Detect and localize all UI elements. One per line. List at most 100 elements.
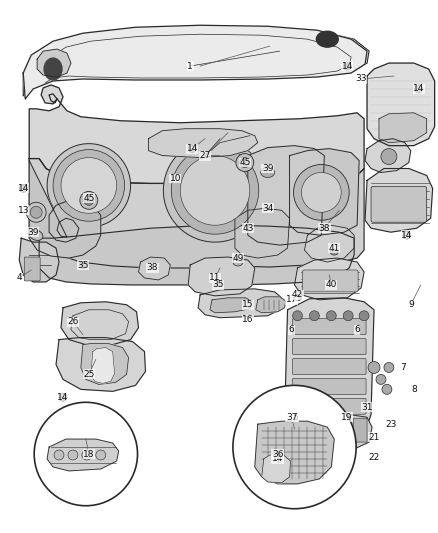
Circle shape	[376, 375, 386, 384]
Polygon shape	[210, 298, 252, 313]
Polygon shape	[91, 348, 115, 383]
Circle shape	[54, 450, 64, 460]
Ellipse shape	[330, 249, 338, 255]
FancyBboxPatch shape	[293, 359, 366, 375]
Circle shape	[59, 393, 67, 401]
Polygon shape	[23, 27, 369, 96]
Ellipse shape	[233, 258, 243, 266]
Text: 45: 45	[83, 194, 95, 203]
Text: 11: 11	[209, 273, 221, 282]
Circle shape	[381, 149, 397, 165]
Polygon shape	[23, 25, 367, 99]
Polygon shape	[285, 298, 374, 437]
Circle shape	[84, 196, 94, 205]
Ellipse shape	[316, 31, 338, 47]
Polygon shape	[290, 149, 359, 235]
Text: 14: 14	[272, 455, 283, 464]
Polygon shape	[19, 238, 59, 282]
Text: 37: 37	[286, 413, 297, 422]
Text: 49: 49	[232, 254, 244, 263]
Circle shape	[171, 147, 259, 234]
Polygon shape	[37, 49, 71, 77]
Text: 22: 22	[368, 453, 380, 462]
Text: 5: 5	[293, 413, 298, 422]
Polygon shape	[188, 257, 255, 296]
Circle shape	[293, 311, 303, 321]
Circle shape	[368, 361, 380, 374]
Text: 7: 7	[400, 363, 406, 372]
Circle shape	[274, 455, 282, 463]
Polygon shape	[304, 225, 354, 262]
Text: 9: 9	[408, 300, 413, 309]
FancyBboxPatch shape	[293, 319, 366, 335]
Text: 31: 31	[361, 403, 373, 412]
Circle shape	[382, 384, 392, 394]
Text: 6: 6	[354, 325, 360, 334]
Polygon shape	[256, 297, 286, 313]
Text: 21: 21	[368, 433, 380, 442]
Circle shape	[82, 450, 92, 460]
Circle shape	[326, 311, 336, 321]
Circle shape	[343, 62, 351, 70]
Text: 14: 14	[187, 144, 198, 153]
Circle shape	[415, 85, 423, 93]
FancyBboxPatch shape	[353, 418, 367, 442]
Text: 34: 34	[262, 204, 273, 213]
Text: 19: 19	[342, 413, 353, 422]
Text: 14: 14	[57, 393, 69, 402]
FancyBboxPatch shape	[293, 398, 366, 414]
Polygon shape	[56, 337, 145, 391]
Circle shape	[359, 311, 369, 321]
Text: 40: 40	[325, 280, 337, 289]
Text: 26: 26	[67, 317, 78, 326]
Text: 41: 41	[328, 244, 340, 253]
Circle shape	[215, 279, 222, 286]
Circle shape	[180, 156, 250, 225]
Polygon shape	[365, 139, 411, 173]
Polygon shape	[365, 168, 433, 232]
Polygon shape	[39, 225, 354, 285]
Polygon shape	[81, 344, 129, 384]
Text: 23: 23	[385, 419, 396, 429]
Text: 36: 36	[272, 449, 283, 458]
Polygon shape	[262, 455, 290, 483]
Polygon shape	[285, 413, 372, 451]
Ellipse shape	[293, 295, 301, 301]
Circle shape	[47, 144, 131, 227]
Text: 8: 8	[411, 385, 417, 394]
Ellipse shape	[261, 167, 275, 177]
FancyBboxPatch shape	[303, 270, 358, 292]
FancyBboxPatch shape	[24, 257, 40, 281]
Circle shape	[309, 311, 319, 321]
Circle shape	[30, 206, 42, 218]
Text: 39: 39	[28, 228, 39, 237]
Text: 6: 6	[289, 325, 294, 334]
Polygon shape	[47, 439, 119, 471]
Polygon shape	[148, 129, 258, 158]
Circle shape	[403, 231, 411, 239]
FancyBboxPatch shape	[333, 418, 350, 442]
Text: 14: 14	[342, 61, 353, 70]
Circle shape	[68, 450, 78, 460]
Text: 17: 17	[286, 295, 297, 304]
Text: 4: 4	[17, 273, 22, 282]
Circle shape	[26, 203, 46, 222]
Ellipse shape	[29, 230, 43, 240]
Text: 14: 14	[413, 84, 424, 93]
Polygon shape	[255, 421, 334, 484]
Text: 38: 38	[318, 224, 330, 233]
Text: 1: 1	[187, 61, 193, 70]
FancyBboxPatch shape	[314, 418, 330, 442]
FancyBboxPatch shape	[371, 187, 427, 222]
Text: 43: 43	[242, 224, 254, 233]
Circle shape	[19, 184, 27, 192]
Polygon shape	[29, 85, 364, 183]
Ellipse shape	[44, 58, 62, 80]
Circle shape	[53, 150, 124, 221]
Circle shape	[343, 311, 353, 321]
Circle shape	[384, 362, 394, 373]
Polygon shape	[138, 257, 170, 280]
Polygon shape	[61, 302, 138, 345]
Polygon shape	[198, 289, 282, 318]
Circle shape	[301, 173, 341, 212]
